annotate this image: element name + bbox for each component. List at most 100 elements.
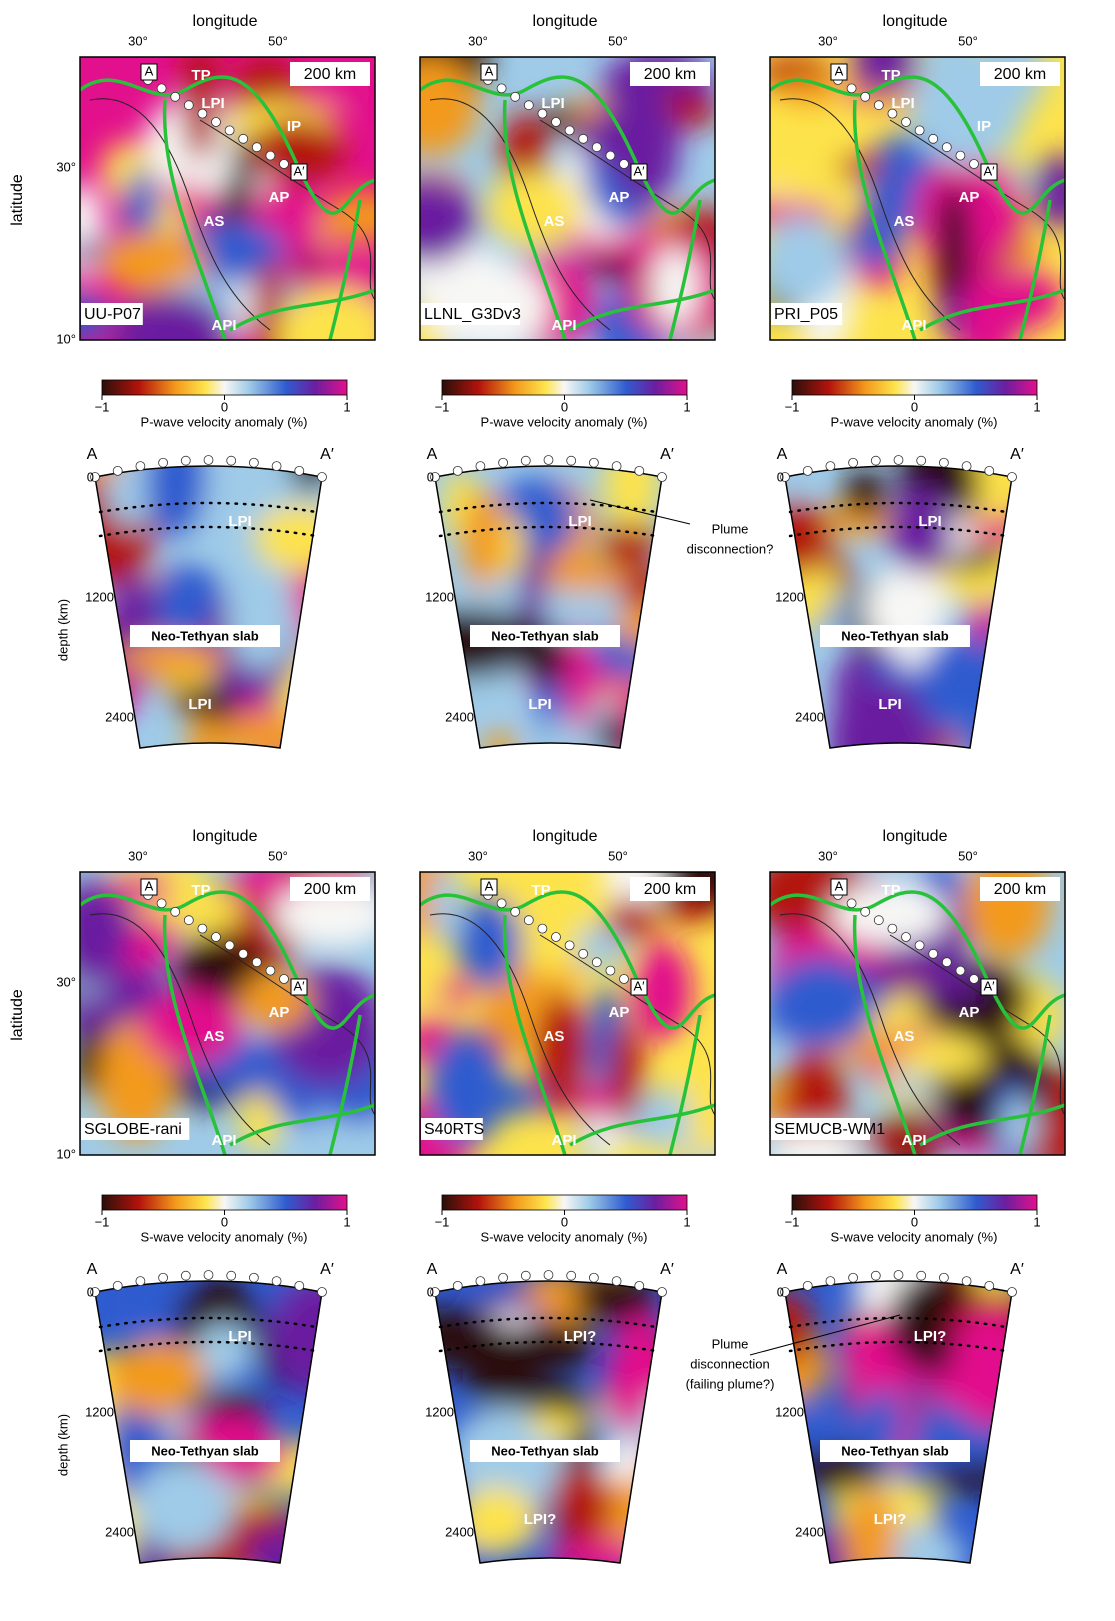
profile-point	[606, 966, 615, 975]
map-depth: 200 km	[644, 66, 696, 83]
colorbar-tick-label: −1	[785, 1214, 800, 1229]
profile-point	[826, 1277, 835, 1286]
anomaly	[145, 427, 206, 539]
depth-tick-label: 0	[87, 1284, 94, 1299]
colorbar	[442, 1195, 687, 1210]
anomaly	[842, 469, 887, 517]
map-label: API	[901, 1132, 926, 1149]
profile-point	[620, 975, 629, 984]
section-start: A	[87, 446, 98, 463]
map-label: A	[835, 63, 844, 78]
map-label: API	[551, 1132, 576, 1149]
slab-label: Neo-Tethyan slab	[151, 1443, 258, 1458]
colorbar	[792, 380, 1037, 395]
anomaly	[105, 1340, 208, 1415]
profile-point	[606, 151, 615, 160]
anomaly	[960, 658, 1064, 776]
profile-point	[929, 949, 938, 958]
profile-point	[318, 473, 327, 482]
profile-point	[658, 1288, 667, 1297]
profile-point	[902, 118, 911, 127]
map-label: API	[551, 317, 576, 334]
map-label: A′	[293, 978, 305, 993]
map-depth: 200 km	[304, 881, 356, 898]
profile-point	[579, 949, 588, 958]
slab-label: Neo-Tethyan slab	[151, 628, 258, 643]
map-label: TP	[191, 882, 210, 899]
profile-point	[567, 1271, 576, 1280]
profile-point	[249, 1273, 258, 1282]
profile-point	[252, 143, 261, 152]
anomaly	[750, 1291, 813, 1366]
anomaly	[951, 1310, 1029, 1428]
profile-point	[917, 1271, 926, 1280]
profile-point	[826, 462, 835, 471]
depth-tick-label: 0	[427, 469, 434, 484]
anomaly	[381, 56, 479, 155]
section-end: A′	[660, 446, 674, 463]
profile-point	[803, 466, 812, 475]
profile-point	[252, 958, 261, 967]
longitude-label: longitude	[193, 828, 258, 845]
model-name: SGLOBE-rani	[84, 1121, 182, 1138]
profile-point	[136, 462, 145, 471]
colorbar-tick-label: −1	[785, 399, 800, 414]
profile-point	[136, 1277, 145, 1286]
anomaly	[396, 1308, 511, 1368]
profile-point	[929, 134, 938, 143]
map-label: LPI	[201, 95, 224, 112]
anomaly	[254, 505, 346, 572]
depth-tick-label: 0	[87, 469, 94, 484]
map-label: AP	[609, 1004, 630, 1021]
depth-tick-label: 2400	[105, 1524, 134, 1539]
colorbar-tick-label: 1	[1033, 399, 1040, 414]
colorbar-tick-label: 0	[561, 399, 568, 414]
profile-point	[295, 1281, 304, 1290]
section-label: LPI	[228, 1328, 251, 1345]
profile-point	[181, 456, 190, 465]
profile-point	[497, 84, 506, 93]
profile-point	[521, 456, 530, 465]
anomaly	[53, 888, 128, 986]
map-label: AS	[894, 213, 915, 230]
map-label: AS	[544, 1028, 565, 1045]
profile-point	[249, 458, 258, 467]
section-label: LPI	[228, 513, 251, 530]
anomaly	[887, 487, 953, 572]
colorbar	[102, 1195, 347, 1210]
section-start: A	[777, 446, 788, 463]
profile-point	[565, 126, 574, 135]
lon-tick-label: 50°	[958, 848, 978, 863]
colorbar-label: S-wave velocity anomaly (%)	[481, 1229, 648, 1244]
lat-tick-label: 10°	[56, 331, 76, 346]
profile-point	[453, 1281, 462, 1290]
longitude-label: longitude	[193, 13, 258, 30]
profile-point	[658, 473, 667, 482]
profile-point	[225, 126, 234, 135]
annotation: disconnection?	[687, 541, 774, 556]
depth-tick-label: 2400	[795, 709, 824, 724]
section-end: A′	[1010, 446, 1024, 463]
lon-tick-label: 50°	[958, 33, 978, 48]
profile-point	[181, 1271, 190, 1280]
profile-point	[592, 143, 601, 152]
anomaly	[612, 604, 698, 648]
map-label: TP	[531, 882, 550, 899]
anomaly	[217, 715, 318, 760]
profile-point	[589, 1273, 598, 1282]
profile-point	[538, 924, 547, 933]
annotation: Plume	[712, 1336, 749, 1351]
lon-tick-label: 50°	[268, 848, 288, 863]
profile-point	[567, 456, 576, 465]
profile-point	[499, 1273, 508, 1282]
profile-point	[198, 924, 207, 933]
profile-point	[544, 456, 553, 465]
profile-point	[318, 1288, 327, 1297]
map-label: A′	[633, 978, 645, 993]
map-depth: 200 km	[994, 66, 1046, 83]
model-name: SEMUCB-WM1	[774, 1121, 885, 1138]
lon-tick-label: 50°	[268, 33, 288, 48]
map-label: AP	[959, 1004, 980, 1021]
section-label: LPI?	[914, 1328, 947, 1345]
colorbar-label: S-wave velocity anomaly (%)	[141, 1229, 308, 1244]
